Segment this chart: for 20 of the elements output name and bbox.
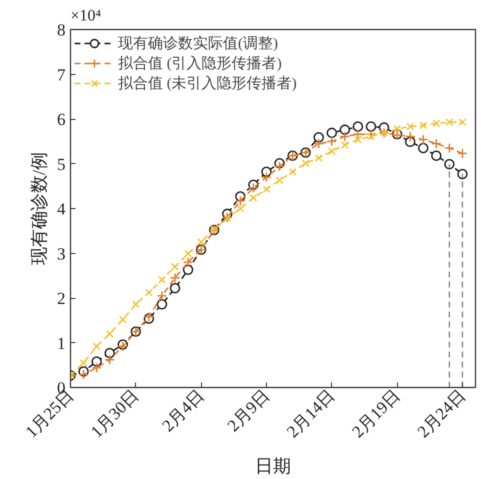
y-tick-label: 3 [57, 244, 66, 264]
x-tick-label: 2月19日 [348, 386, 404, 442]
legend-label: 现有确诊数实际值(调整) [118, 34, 278, 52]
y-tick-label: 5 [57, 154, 66, 174]
x-tick-label: 2月4日 [158, 386, 208, 436]
legend-label: 拟合值 (引入隐形传播者) [118, 54, 282, 72]
x-tick-label: 2月9日 [224, 386, 274, 436]
x-tick-label: 2月14日 [283, 386, 339, 442]
x-tick-label: 2月24日 [414, 386, 470, 442]
x-tick-label: 1月30日 [87, 386, 143, 442]
y-axis-title: 现有确诊数/例 [29, 152, 49, 265]
x-axis-title: 日期 [255, 456, 291, 476]
y-tick-label: 7 [57, 65, 66, 84]
y-tick-label: 6 [57, 110, 66, 129]
legend-label: 拟合值 (未引入隐形传播者) [118, 74, 297, 92]
y-tick-label: 2 [57, 289, 66, 308]
text: ×10⁴ [70, 8, 102, 24]
y-tick-label: 4 [57, 200, 66, 218]
y-tick-label: 8 [57, 20, 66, 40]
y-tick-label: 1 [57, 334, 66, 353]
